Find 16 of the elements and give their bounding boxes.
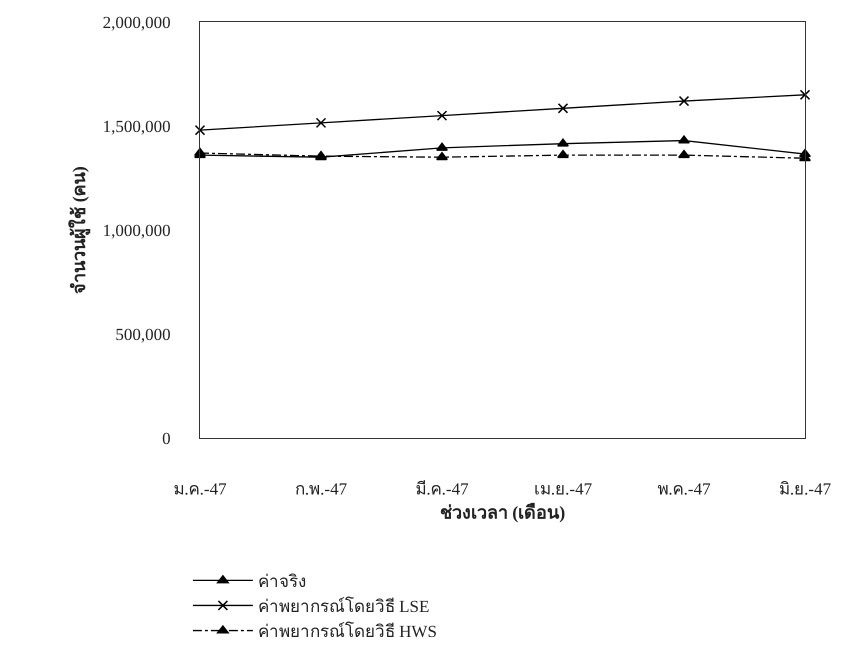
legend-label: ค่าพยากรณ์โดยวิธี HWS (258, 621, 437, 642)
x-tick-label: มี.ค.-47 (415, 479, 470, 498)
x-tick-label: ก.พ.-47 (294, 479, 348, 498)
x-tick-label: เม.ย.-47 (534, 479, 593, 498)
y-tick-label: 1,000,000 (102, 220, 171, 240)
y-axis-title: จำนวนผู้ใช้ (คน) (68, 166, 91, 294)
x-tick-label: พ.ค.-47 (657, 479, 712, 498)
y-tick-label: 1,500,000 (102, 116, 171, 136)
y-tick-label: 2,000,000 (102, 12, 171, 32)
x-tick-label: ม.ค.-47 (173, 479, 228, 498)
legend-label: ค่าพยากรณ์โดยวิธี LSE (258, 596, 430, 616)
legend-label: ค่าจริง (258, 572, 306, 591)
x-tick-label: มิ.ย.-47 (778, 479, 832, 498)
y-tick-label: 500,000 (115, 324, 171, 344)
x-axis-title: ช่วงเวลา (เดือน) (440, 502, 566, 522)
y-tick-label: 0 (162, 428, 171, 448)
